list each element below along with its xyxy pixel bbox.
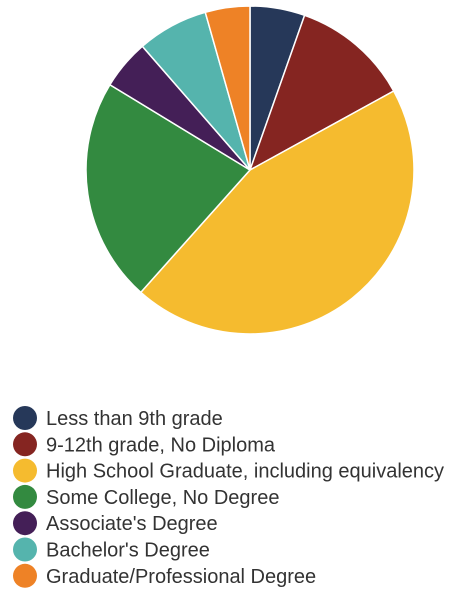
legend-marker-4 <box>13 484 37 509</box>
pie-slice-2 <box>248 14 395 172</box>
legend-label-7: Graduate/Professional Degree <box>46 566 316 588</box>
pie-slices <box>85 5 415 335</box>
legend-label-2: 9-12th grade, No Diploma <box>46 434 276 456</box>
pie-slice-7 <box>204 5 251 171</box>
legend-marker-2 <box>13 432 37 457</box>
legend-marker-3 <box>13 458 37 483</box>
pie-slice-3 <box>139 89 415 335</box>
legend: Less than 9th grade 9-12th grade, No Dipl… <box>13 406 444 588</box>
legend-marker-5 <box>13 511 37 536</box>
legend-marker-1 <box>13 406 37 430</box>
legend-label-4: Some College, No Degree <box>46 487 279 509</box>
legend-label-1: Less than 9th grade <box>46 408 223 430</box>
pie-slice-4 <box>85 83 252 294</box>
legend-marker-6 <box>13 537 37 562</box>
legend-label-5: Associate's Degree <box>46 513 218 535</box>
legend-label-3: High School Graduate, including equivale… <box>46 461 444 483</box>
legend-marker-7 <box>13 563 37 588</box>
legend-label-6: Bachelor's Degree <box>46 540 210 562</box>
